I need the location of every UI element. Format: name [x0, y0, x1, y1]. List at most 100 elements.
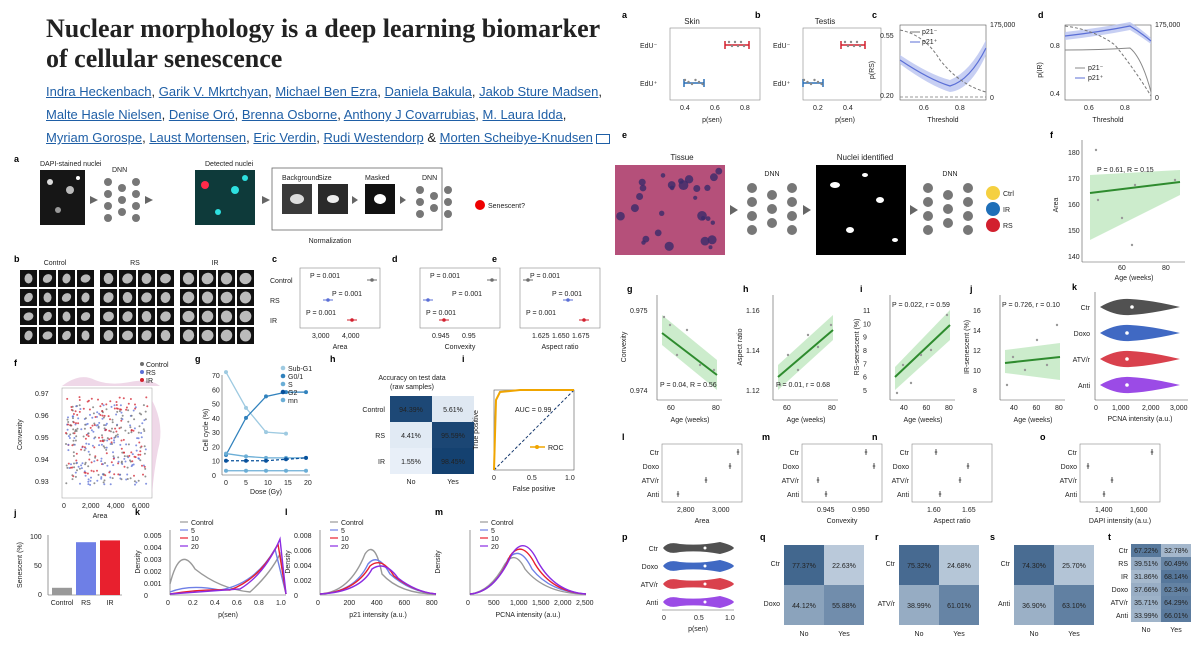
- x-tick: 80: [1162, 265, 1170, 272]
- legend-label: 5: [341, 528, 345, 535]
- class-label: Ctrl: [1003, 191, 1014, 198]
- scatter-point: [132, 429, 135, 432]
- y-tick: 0.004: [294, 563, 312, 570]
- scatter-point: [96, 469, 98, 472]
- author-link[interactable]: Daniela Bakula: [384, 84, 472, 99]
- y-tick: 0.002: [144, 569, 162, 576]
- scatter-point: [135, 481, 138, 484]
- x-tick: 80: [828, 405, 836, 412]
- legend-label: p21⁻: [1088, 65, 1104, 72]
- scatter-point: [135, 449, 138, 452]
- scatter-point: [123, 455, 126, 458]
- scatter-point: [109, 443, 112, 445]
- scatter-point: [97, 473, 100, 476]
- row-label: Anti: [647, 492, 660, 499]
- scatter-point: [101, 414, 104, 417]
- panel-letter: h: [330, 354, 336, 364]
- x-tick: 0: [224, 480, 228, 487]
- x-tick: 0: [1094, 405, 1098, 412]
- scatter-point: [106, 464, 109, 467]
- author-link[interactable]: Brenna Osborne: [241, 107, 338, 122]
- scatter-point: [103, 439, 106, 442]
- matrix-cell: [1131, 596, 1161, 609]
- email-icon[interactable]: [595, 133, 610, 144]
- row-label: EdU⁺: [773, 81, 791, 88]
- scatter-point: [90, 397, 93, 400]
- scatter-point: [75, 459, 78, 462]
- panel-e: e Tissue DNN Nuclei identified DNN Ctrl …: [615, 130, 1014, 255]
- scatter-point: [104, 474, 107, 477]
- scatter-point: [76, 469, 78, 472]
- data-point: [698, 363, 702, 367]
- scatter-point: [106, 437, 109, 440]
- scatter-point: [141, 422, 144, 425]
- legend-label: Control: [491, 520, 514, 527]
- author-link[interactable]: Eric Verdin: [253, 130, 317, 145]
- scatter-point: [103, 427, 106, 430]
- plot-area: [299, 267, 381, 329]
- x-axis-label: Aspect ratio: [542, 344, 579, 351]
- nucleus-shape: [24, 292, 33, 303]
- author-link[interactable]: Jakob Sture Madsen: [479, 84, 599, 99]
- y-tick: 20: [212, 444, 220, 451]
- scatter-point: [73, 462, 75, 465]
- mean-point: [1110, 478, 1114, 482]
- author-link[interactable]: Denise Oró: [168, 107, 235, 122]
- row-label: Control: [270, 278, 293, 285]
- x-tick: 1.0: [725, 615, 735, 622]
- scatter-point: [120, 411, 123, 414]
- mean-point: [1102, 492, 1106, 496]
- median-point: [703, 582, 707, 586]
- scatter-point: [145, 396, 148, 399]
- scatter-point: [99, 414, 102, 416]
- panel-letter: k: [135, 507, 141, 517]
- scatter-point: [100, 460, 103, 463]
- author-link[interactable]: Malte Hasle Nielsen: [46, 107, 162, 122]
- legend-label: S: [288, 382, 293, 389]
- scatter-point: [80, 464, 83, 467]
- legend-label: 10: [341, 536, 349, 543]
- author-link[interactable]: Myriam Gorospe: [46, 130, 143, 145]
- nucleus-shape: [201, 291, 214, 304]
- mean-point: [426, 298, 430, 302]
- matrix-cell: [939, 585, 979, 625]
- matrix-cell: [390, 422, 432, 448]
- nucleus-shape: [23, 312, 34, 321]
- author-link[interactable]: Anthony J Covarrubias: [343, 107, 476, 122]
- panel-letter: f: [14, 358, 18, 368]
- scatter-point: [110, 441, 113, 444]
- scatter-point: [105, 448, 108, 451]
- scatter-point: [103, 446, 106, 449]
- step-label: Masked: [365, 175, 390, 182]
- scatter-point: [133, 427, 136, 430]
- scatter-point: [100, 443, 103, 446]
- panel-d: d p21⁻ p21⁺ 0.8 0.4 175,000 0 0.6 0.8 Th…: [1037, 10, 1180, 124]
- y-tick: 0.003: [144, 557, 162, 564]
- scatter-point: [89, 426, 92, 429]
- data-point: [945, 313, 949, 317]
- author-link[interactable]: Indra Heckenbach: [46, 84, 152, 99]
- y-axis-label: Convexity: [621, 331, 628, 362]
- y-axis-label: Senescent (%): [17, 542, 24, 588]
- author-link[interactable]: Michael Ben Ezra: [275, 84, 378, 99]
- author-link[interactable]: Morten Scheibye-Knudsen: [439, 130, 593, 145]
- tissue-label: Tissue: [670, 153, 694, 162]
- scatter-point: [77, 422, 80, 425]
- legend-label: Control: [146, 362, 169, 369]
- scatter-point: [115, 413, 118, 416]
- scatter-point: [65, 432, 67, 434]
- legend-marker: [280, 365, 286, 371]
- author-link[interactable]: Laust Mortensen: [149, 130, 247, 145]
- scatter-point: [115, 404, 118, 406]
- x-tick: 600: [399, 600, 411, 607]
- row-label: Doxo: [1112, 587, 1128, 594]
- x-tick: 0.4: [680, 105, 690, 112]
- scatter-point: [78, 410, 81, 413]
- author-link[interactable]: Rudi Westendorp: [323, 130, 424, 145]
- author-link[interactable]: Garik V. Mkrtchyan: [158, 84, 269, 99]
- p-value: P = 0.001: [526, 310, 556, 317]
- scatter-point: [142, 473, 144, 476]
- p-value: P = 0.001: [552, 291, 582, 298]
- panel-k-right: k Ctr Doxo ATV/r Anti 0 1,000 2,000 3,000 P…: [1072, 282, 1188, 423]
- author-link[interactable]: M. Laura Idda: [482, 107, 563, 122]
